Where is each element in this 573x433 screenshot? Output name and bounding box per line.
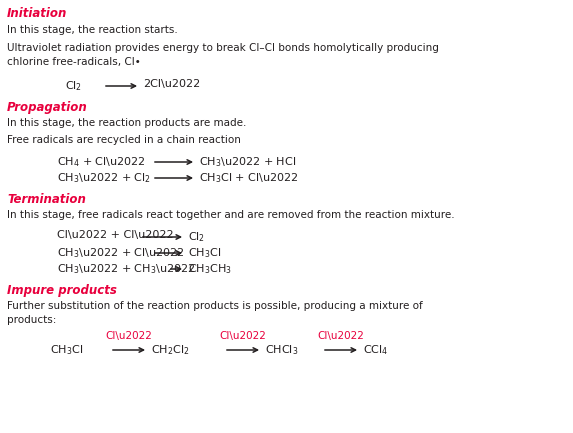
Text: CCl$_4$: CCl$_4$: [363, 343, 388, 357]
Text: In this stage, the reaction products are made.: In this stage, the reaction products are…: [7, 118, 246, 128]
Text: Further substitution of the reaction products is possible, producing a mixture o: Further substitution of the reaction pro…: [7, 301, 423, 311]
Text: products:: products:: [7, 315, 56, 325]
Text: Cl\u2022: Cl\u2022: [105, 331, 152, 341]
Text: Ultraviolet radiation provides energy to break Cl–Cl bonds homolytically produci: Ultraviolet radiation provides energy to…: [7, 43, 439, 53]
Text: 2Cl\u2022: 2Cl\u2022: [143, 79, 200, 89]
Text: CH$_3$Cl: CH$_3$Cl: [50, 343, 83, 357]
Text: Cl$_2$: Cl$_2$: [65, 79, 82, 93]
Text: Cl\u2022: Cl\u2022: [219, 331, 266, 341]
Text: CHCl$_3$: CHCl$_3$: [265, 343, 299, 357]
Text: In this stage, free radicals react together and are removed from the reaction mi: In this stage, free radicals react toget…: [7, 210, 454, 220]
Text: In this stage, the reaction starts.: In this stage, the reaction starts.: [7, 25, 178, 35]
Text: Cl\u2022: Cl\u2022: [317, 331, 364, 341]
Text: CH$_3$\u2022 + Cl\u2022: CH$_3$\u2022 + Cl\u2022: [57, 246, 185, 260]
Text: CH$_4$ + Cl\u2022: CH$_4$ + Cl\u2022: [57, 155, 146, 169]
Text: CH$_3$\u2022 + HCl: CH$_3$\u2022 + HCl: [199, 155, 296, 169]
Text: Initiation: Initiation: [7, 7, 68, 20]
Text: CH$_3$CH$_3$: CH$_3$CH$_3$: [188, 262, 232, 276]
Text: Termination: Termination: [7, 193, 86, 206]
Text: Impure products: Impure products: [7, 284, 117, 297]
Text: Propagation: Propagation: [7, 101, 88, 114]
Text: CH$_3$Cl: CH$_3$Cl: [188, 246, 221, 260]
Text: CH$_2$Cl$_2$: CH$_2$Cl$_2$: [151, 343, 190, 357]
Text: Cl\u2022 + Cl\u2022: Cl\u2022 + Cl\u2022: [57, 230, 174, 240]
Text: Cl$_2$: Cl$_2$: [188, 230, 205, 244]
Text: CH$_3$\u2022 + CH$_3$\u2022: CH$_3$\u2022 + CH$_3$\u2022: [57, 262, 195, 276]
Text: CH$_3$Cl + Cl\u2022: CH$_3$Cl + Cl\u2022: [199, 171, 299, 185]
Text: chlorine free-radicals, Cl•: chlorine free-radicals, Cl•: [7, 57, 141, 67]
Text: CH$_3$\u2022 + Cl$_2$: CH$_3$\u2022 + Cl$_2$: [57, 171, 151, 185]
Text: Free radicals are recycled in a chain reaction: Free radicals are recycled in a chain re…: [7, 135, 241, 145]
